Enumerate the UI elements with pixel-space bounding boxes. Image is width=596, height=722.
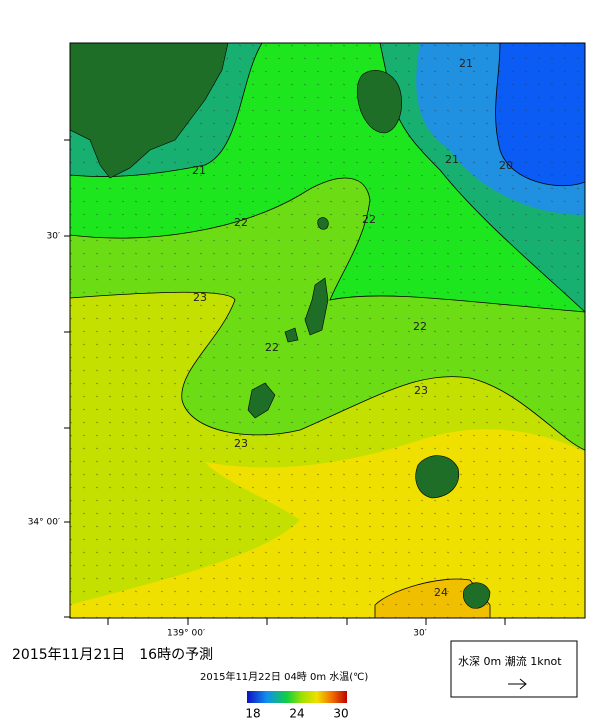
graticule	[64, 139, 506, 625]
colorbar	[247, 691, 347, 703]
contour-labels: 21 21 20 21 22 22 23 22 22 23 23 24	[192, 57, 513, 599]
contour-label: 21	[445, 153, 459, 166]
legend-box	[450, 640, 578, 698]
contour-label: 22	[265, 341, 279, 354]
map-frame	[69, 42, 586, 619]
contour-label: 23	[414, 384, 428, 397]
colorbar-tick-label: 30	[333, 707, 348, 721]
lat-label: 34° 00′	[28, 518, 60, 528]
colorbar-tick-label: 24	[289, 707, 304, 721]
colorbar-ticks: 18 24 30	[245, 707, 348, 721]
lon-label: 139° 00′	[167, 629, 205, 639]
contour-label: 22	[234, 216, 248, 229]
contour-label: 21	[192, 164, 206, 177]
lat-label: 30′	[47, 232, 61, 242]
legend-label: 水深 0m 潮流 1knot	[458, 654, 562, 668]
contour-label: 24	[434, 586, 448, 599]
lon-label: 30′	[413, 629, 427, 639]
contour-label: 22	[413, 320, 427, 333]
temperature-field	[70, 43, 585, 618]
contour-label: 20	[499, 159, 513, 172]
contour-label: 23	[193, 291, 207, 304]
colorbar-tick-label: 18	[245, 707, 260, 721]
caption: 2015年11月21日 16時の予測	[12, 647, 213, 663]
contour-label: 22	[362, 213, 376, 226]
legend-arrow	[508, 678, 527, 690]
contour-label: 23	[234, 437, 248, 450]
subtitle: 2015年11月22日 04時 0m 水温(℃)	[200, 670, 368, 683]
contour-label: 21	[459, 57, 473, 70]
land	[70, 43, 491, 609]
